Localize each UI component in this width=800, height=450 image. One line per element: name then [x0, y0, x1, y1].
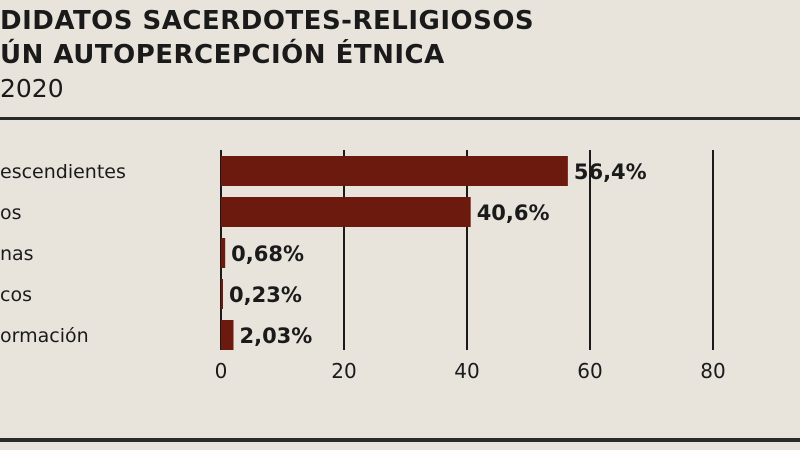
- category-label: os: [0, 202, 22, 224]
- x-tick-label-40: 40: [454, 359, 479, 383]
- chart-title-line-2: ÚN AUTOPERCEPCIÓN ÉTNICA: [0, 40, 445, 70]
- bar: [221, 279, 223, 309]
- bottom-rule: [0, 438, 800, 442]
- category-label: ormación: [0, 325, 89, 347]
- chart-title-line-1: DIDATOS SACERDOTES-RELIGIOSOS: [0, 6, 535, 36]
- value-label: 0,68%: [231, 242, 304, 266]
- chart-subtitle: 2020: [0, 74, 64, 103]
- category-label: escendientes: [0, 161, 126, 183]
- bar: [221, 197, 471, 227]
- category-label: nas: [0, 243, 34, 265]
- bar: [221, 320, 234, 350]
- bar: [221, 156, 568, 186]
- bar: [221, 238, 226, 268]
- x-tick-label-20: 20: [331, 359, 356, 383]
- value-label: 0,23%: [229, 283, 302, 307]
- value-label: 56,4%: [574, 160, 647, 184]
- top-rule: [0, 117, 800, 120]
- x-tick-label-80: 80: [700, 359, 725, 383]
- value-label: 2,03%: [239, 324, 312, 348]
- x-tick-label-0: 0: [215, 359, 228, 383]
- x-tick-label-60: 60: [577, 359, 602, 383]
- category-label: cos: [0, 284, 32, 306]
- value-label: 40,6%: [477, 201, 550, 225]
